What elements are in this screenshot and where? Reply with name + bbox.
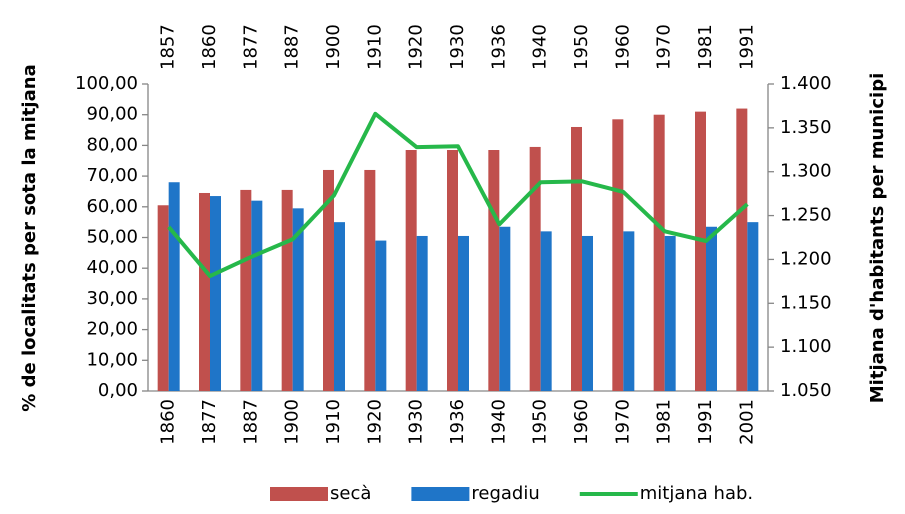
x2-tick-label: 1936	[488, 24, 509, 70]
legend-label: secà	[330, 483, 371, 504]
y2-tick-label: 1.100	[780, 336, 832, 357]
bar	[747, 222, 759, 391]
bar	[653, 114, 665, 391]
bar	[582, 235, 593, 391]
x2-tick-label: 1991	[736, 24, 757, 70]
x2-tick-label: 1887	[282, 24, 303, 70]
x-tick-label: 2001	[736, 399, 757, 445]
bar	[499, 226, 511, 391]
bar	[664, 235, 676, 391]
bar	[529, 146, 541, 391]
bar	[334, 222, 345, 391]
y-axis-title: % de localitats per sota la mitjana	[19, 64, 40, 411]
bar	[210, 196, 221, 391]
x2-tick-label: 1860	[199, 24, 220, 70]
y-tick-label: 40,00	[86, 257, 138, 278]
bar	[736, 108, 748, 391]
x2-tick-label: 1920	[406, 24, 427, 70]
bar	[292, 208, 304, 391]
x-tick-label: 1950	[530, 399, 551, 445]
bar	[706, 226, 717, 391]
bar	[251, 200, 263, 391]
y-tick-label: 90,00	[86, 104, 138, 125]
x2-tick-label: 1857	[158, 24, 179, 70]
x-tick-label: 1930	[406, 399, 427, 445]
line	[167, 111, 749, 279]
bar	[199, 192, 210, 391]
y-tick-label: 80,00	[86, 134, 138, 155]
x-tick-label: 1940	[488, 399, 509, 445]
x-tick-label: 1970	[612, 399, 633, 445]
y-tick-label: 30,00	[86, 288, 138, 309]
x2-tick-label: 1930	[447, 24, 468, 70]
bar	[416, 235, 428, 391]
bar	[488, 150, 500, 391]
x2-tick-label: 1960	[612, 24, 633, 70]
y2-tick-label: 1.400	[780, 73, 832, 94]
y2-axis-title: Mitjana d'habitants per municipi	[867, 73, 888, 403]
bar	[240, 189, 252, 391]
bar	[458, 235, 469, 391]
y-tick-label: 60,00	[86, 196, 138, 217]
bar	[405, 150, 417, 391]
bar	[447, 150, 458, 391]
y-tick-label: 100,00	[75, 73, 138, 94]
x-tick-label: 1936	[447, 399, 468, 445]
bar	[540, 231, 552, 391]
x2-tick-label: 1900	[323, 24, 344, 70]
x-tick-label: 1991	[695, 399, 716, 445]
legend-swatch	[270, 487, 328, 501]
x-tick-label: 1960	[571, 399, 592, 445]
bar	[168, 182, 180, 391]
x2-tick-label: 1950	[571, 24, 592, 70]
x-tick-label: 1860	[158, 399, 179, 445]
x2-tick-label: 1910	[364, 24, 385, 70]
legend-label: regadiu	[471, 483, 539, 504]
bar	[623, 231, 635, 391]
x-tick-label: 1900	[282, 399, 303, 445]
x-tick-label: 1920	[364, 399, 385, 445]
y-tick-label: 70,00	[86, 165, 138, 186]
x-tick-label: 1910	[323, 399, 344, 445]
bar	[571, 126, 582, 391]
y-tick-label: 20,00	[86, 319, 138, 340]
bar	[375, 240, 387, 391]
y2-tick-label: 1.250	[780, 205, 832, 226]
x-tick-label: 1887	[240, 399, 261, 445]
bar	[323, 169, 334, 391]
x2-tick-label: 1981	[695, 24, 716, 70]
bar	[695, 111, 706, 391]
x-tick-label: 1981	[654, 399, 675, 445]
y2-tick-label: 1.350	[780, 117, 832, 138]
x2-tick-label: 1940	[530, 24, 551, 70]
y2-tick-label: 1.150	[780, 292, 832, 313]
bar	[612, 119, 624, 392]
legend-swatch	[411, 487, 470, 501]
x2-tick-label: 1877	[240, 24, 261, 70]
bar	[281, 189, 293, 391]
y2-tick-label: 1.300	[780, 161, 832, 182]
y-tick-label: 50,00	[86, 227, 138, 248]
x2-tick-label: 1970	[654, 24, 675, 70]
bar	[157, 205, 169, 391]
legend-label: mitjana hab.	[640, 483, 753, 504]
x-tick-label: 1877	[199, 399, 220, 445]
y2-tick-label: 1.050	[780, 380, 832, 401]
y-tick-label: 10,00	[86, 349, 138, 370]
bar	[364, 169, 376, 391]
y2-tick-label: 1.200	[780, 248, 832, 269]
y-tick-label: 0,00	[98, 380, 138, 401]
